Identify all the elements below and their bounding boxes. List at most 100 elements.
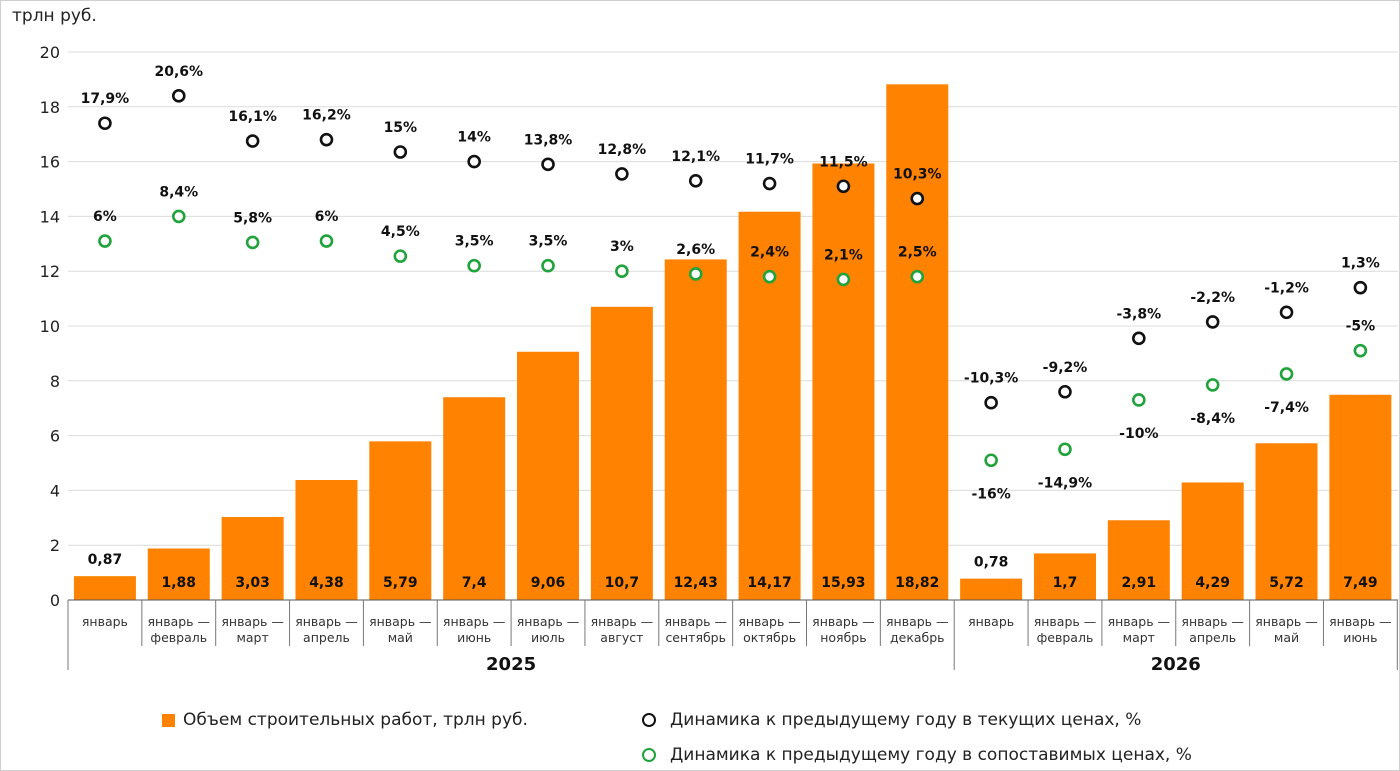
bar-value-label: 5,79 [383,575,418,591]
legend-swatch-green-ring [642,748,656,762]
y-axis-unit-label: трлн руб. [12,6,97,26]
bar [1107,520,1170,600]
point-marker [688,173,703,188]
x-tick-label: январь — июнь [443,614,506,645]
bar-value-label: 14,17 [747,575,791,591]
bar-value-label: 2,91 [1122,575,1157,591]
point-marker [836,179,851,194]
x-tick-label: январь — март [221,614,284,645]
point-marker [541,258,555,273]
x-tick-label: январь — ноябрь [812,614,875,645]
point-label: 2,1% [824,247,863,263]
point-marker [1132,393,1146,407]
point-label: 2,6% [676,242,715,258]
point-marker [910,191,925,206]
bar-value-label: 0,78 [974,555,1009,571]
point-marker [615,264,629,279]
y-tick-label: 0 [50,591,60,610]
y-tick-label: 20 [40,43,60,62]
bar-value-label: 7,49 [1343,575,1378,591]
bar [221,516,284,600]
point-marker [762,269,777,284]
point-marker [319,132,334,147]
y-tick-label: 2 [50,536,60,555]
bar-value-label: 1,7 [1053,575,1078,591]
point-marker [1058,442,1072,457]
point-marker [984,395,998,410]
legend-item-current-prices: Динамика к предыдущему году в текущих це… [642,710,1141,730]
point-marker [910,269,925,284]
point-marker [171,89,186,103]
legend-item-comparable-prices: Динамика к предыдущему году в сопоставим… [642,745,1192,765]
point-marker [245,235,260,250]
bar [147,548,210,600]
point-label: -5% [1346,319,1376,335]
bar [812,163,875,600]
point-label: -10% [1119,426,1158,442]
point-marker [688,267,703,281]
bar [73,576,136,600]
point-label: 2,5% [898,245,937,261]
bar-value-label: 15,93 [821,575,865,591]
point-marker [319,234,334,248]
point-marker [393,145,408,159]
y-tick-label: 18 [40,98,60,117]
bar [517,351,580,600]
bar-value-label: 7,4 [462,575,487,591]
point-marker [615,167,629,181]
x-tick-label: январь — март [1108,614,1171,645]
point-label: 14% [457,130,491,146]
bar [1181,482,1244,600]
point-label: 11,7% [745,152,794,168]
point-label: -7,4% [1264,400,1309,416]
y-tick-label: 4 [50,481,60,500]
point-marker [1279,305,1294,320]
group-label: 2026 [1151,654,1201,675]
point-label: 16,1% [228,109,277,125]
x-tick-label: январь — апрель [295,614,358,645]
point-label: 11,5% [819,154,868,170]
point-label: -1,2% [1264,280,1309,296]
point-label: -3,8% [1117,306,1162,322]
point-marker [984,453,998,468]
point-marker [762,176,777,191]
point-label: 3,5% [529,234,568,250]
bar [295,479,358,600]
bar-value-label: 5,72 [1269,575,1304,591]
point-marker [98,116,112,131]
y-tick-label: 16 [40,153,60,172]
bar [1255,443,1318,600]
point-label: -2,2% [1190,290,1235,306]
bar [590,306,653,600]
point-label: 10,3% [893,167,942,183]
point-label: -16% [971,486,1010,502]
point-label: 6% [315,209,339,225]
bar-value-label: 0,87 [88,552,123,568]
legend-label-comparable-prices: Динамика к предыдущему году в сопоставим… [670,745,1192,765]
y-tick-label: 12 [40,262,60,281]
point-label: 8,4% [159,184,198,200]
x-tick-label: январь — сентябрь [664,614,727,645]
bar-value-label: 10,7 [605,575,640,591]
point-label: -9,2% [1043,360,1088,376]
y-tick-label: 14 [40,207,60,226]
group-label: 2025 [486,654,536,675]
bar [960,578,1023,600]
bar [886,84,949,600]
point-marker [245,134,260,148]
point-marker [1205,315,1220,329]
bar-value-label: 18,82 [895,575,939,591]
x-tick-label: январь — июнь [1329,614,1392,645]
x-tick-label: январь — май [1255,614,1318,645]
bar [369,441,432,600]
x-tick-label: январь [82,614,128,629]
bar-value-label: 12,43 [674,575,718,591]
point-label: 13,8% [524,132,573,148]
y-tick-label: 10 [40,317,60,336]
point-marker [393,249,408,263]
x-tick-label: январь [968,614,1014,629]
point-label: 3,5% [455,234,494,250]
point-marker [1279,367,1294,381]
point-marker [467,154,481,169]
